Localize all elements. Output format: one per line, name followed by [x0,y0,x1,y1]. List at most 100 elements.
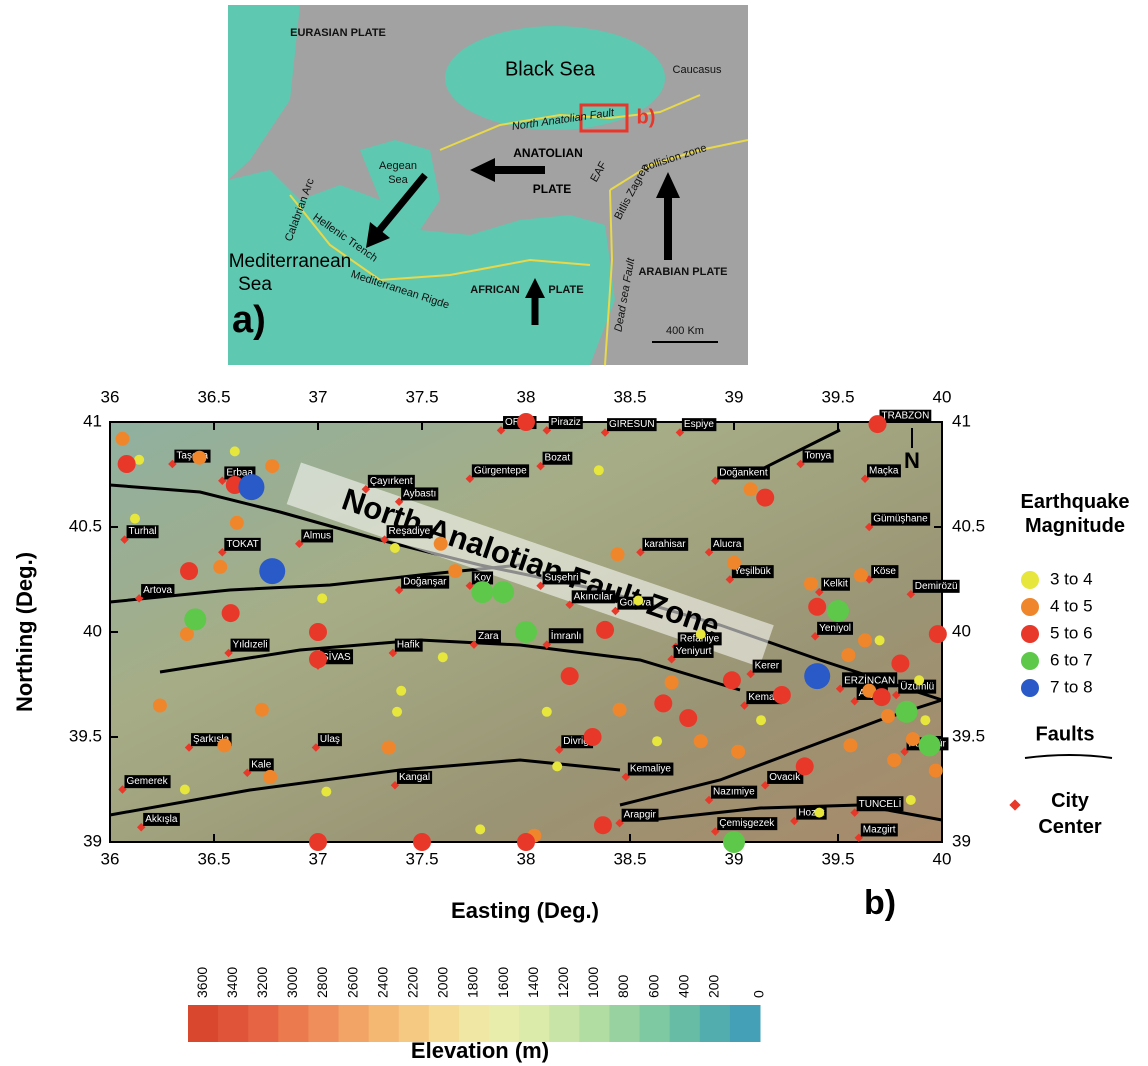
earthquake [517,833,535,851]
earthquake [869,415,887,433]
map-label: PLATE [533,182,571,196]
earthquake [633,596,643,606]
city-label-group: Yeniyurt [674,645,714,658]
earthquake [679,709,697,727]
city-label-group: Ulaş [318,733,342,746]
earthquake [118,455,136,473]
colorbar-cell [549,1005,580,1042]
colorbar-tick-label: 1000 [585,967,601,998]
city-label-group: Piraziz [549,416,583,429]
colorbar-tick-label: 1200 [555,967,571,998]
colorbar-tick-label: 1600 [495,967,511,998]
earthquake [309,833,327,851]
earthquake [475,824,485,834]
colorbar-tick-label: 200 [706,974,722,998]
earthquake [723,831,745,853]
city-label: Gürgentepe [474,465,527,476]
city-label-group: Nazımiye [711,786,757,799]
colorbar-cell [339,1005,370,1042]
city-label-group: Çemişgezek [717,817,777,830]
city-label: Yeniyurt [676,646,712,657]
city-label: Ovacık [769,772,801,783]
city-legend-marker [1009,799,1020,810]
city-label: Doğanşar [403,577,447,588]
city-label-group: Kale [249,758,273,771]
earthquake [584,728,602,746]
earthquake [827,600,849,622]
earthquake [594,816,612,834]
x-tick-label: 36.5 [197,849,230,868]
colorbar-cell [278,1005,309,1042]
colorbar-cell [519,1005,550,1042]
earthquake [492,581,514,603]
y-tick-label: 39.5 [69,726,102,745]
earthquake [881,709,895,723]
earthquake [841,648,855,662]
city-label-group: Yıldızeli [231,639,270,652]
x-axis-title: Easting (Deg.) [451,898,599,923]
map-label: Mediterranean [229,251,352,272]
city-label: Arapgir [624,810,657,821]
earthquake [115,432,129,446]
city-label: Köse [873,566,896,577]
map-label: Sea [238,274,272,295]
y-tick-label: 40.5 [69,516,102,535]
city-label-group: Arapgir [622,809,659,822]
city-label-group: Gürgentepe [472,464,529,477]
city-label: TUNCELİ [859,797,902,810]
colorbar-cell [369,1005,400,1042]
earthquake [392,707,402,717]
city-label: Demirözü [915,581,958,592]
city-label: Zara [478,631,499,642]
city-label: Suşehri [545,572,579,583]
earthquake [914,675,924,685]
legend-label: 7 to 8 [1050,677,1093,696]
earthquake [309,623,327,641]
x-tick-label: 40 [933,849,952,868]
colorbar-cell [459,1005,490,1042]
colorbar-cell [670,1005,701,1042]
earthquake [596,621,614,639]
map-label: Aegean [379,160,417,172]
city-label: Ulaş [320,734,340,745]
earthquake [213,560,227,574]
colorbar-cell [308,1005,339,1042]
earthquake [858,633,872,647]
earthquake [896,701,918,723]
earthquake [222,604,240,622]
legend-label: 3 to 4 [1050,569,1093,588]
city-label: Çemişgezek [719,818,775,829]
earthquake [396,686,406,696]
city-label-group: Artova [141,584,174,597]
earthquake [180,785,190,795]
earthquake [814,808,824,818]
colorbar-tick-label: 3000 [284,967,300,998]
panel-label: a) [232,299,266,341]
x-tick-label: 38.5 [613,849,646,868]
colorbar-tick-label: 1800 [465,967,481,998]
earthquake [756,715,766,725]
earthquake [230,516,244,530]
city-label-group: Kangal [397,771,432,784]
city-label-group: TRABZON [880,410,932,423]
colorbar-cell [640,1005,671,1042]
x-tick-label: 38 [517,849,536,868]
earthquake [756,489,774,507]
earthquake [265,459,279,473]
legend-title: Earthquake Magnitude [1005,490,1145,538]
earthquake [130,514,140,524]
earthquake [808,598,826,616]
y-tick-label-right: 41 [952,411,971,430]
earthquake [727,556,741,570]
earthquake [906,732,920,746]
map-label: Caucasus [673,64,722,76]
colorbar-tick-label: 0 [751,990,767,998]
city-label-group: Kerer [753,660,782,673]
city-label-group: TUNCELİ [857,796,904,811]
legend-label: 4 to 5 [1050,596,1093,615]
city-label-group: Doğanşar [401,576,449,589]
city-label-group: Akkışla [143,813,180,826]
city-label-group: Çayırkent [368,475,415,488]
earthquake [887,753,901,767]
earthquake [390,543,400,553]
